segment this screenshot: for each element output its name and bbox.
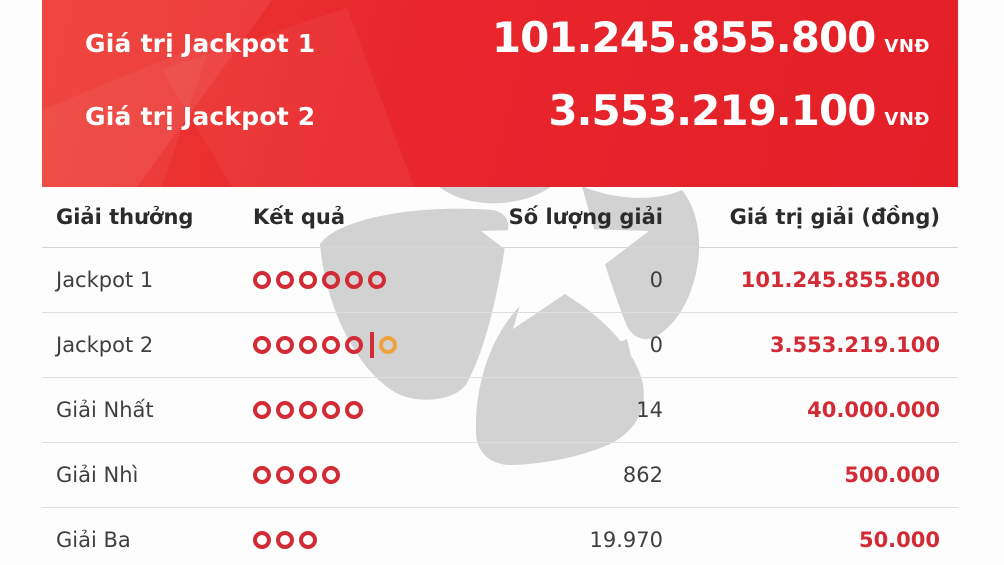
table-row-jackpot2: Jackpot 2 0 3.553.219.100 — [42, 313, 958, 378]
masked-number-ring-icon — [322, 466, 340, 484]
table-row-giai-ba: Giải Ba 19.970 50.000 — [42, 508, 958, 565]
masked-number-ring-icon — [299, 466, 317, 484]
jackpot1-value: 101.245.855.800 VNĐ — [491, 13, 930, 62]
header-result: Kết quả — [253, 205, 346, 229]
header-prize: Giải thưởng — [56, 205, 194, 229]
jackpot2-row: Giá trị Jackpot 2 3.553.219.100 VNĐ — [85, 86, 930, 135]
table-header-row: Giải thưởng Kết quả Số lượng giải Giá tr… — [42, 187, 958, 248]
result-circles — [253, 401, 503, 419]
masked-number-ring-icon — [253, 531, 271, 549]
prize-count: 14 — [636, 398, 663, 422]
header-value: Giá trị giải (đồng) — [729, 205, 940, 229]
jackpot2-currency: VNĐ — [884, 109, 930, 130]
prize-count: 0 — [649, 268, 663, 292]
masked-number-ring-icon — [276, 336, 294, 354]
header-count: Số lượng giải — [508, 205, 663, 229]
masked-number-ring-icon — [299, 531, 317, 549]
masked-number-ring-icon — [276, 401, 294, 419]
masked-number-ring-icon — [299, 271, 317, 289]
prize-name: Giải Nhất — [56, 398, 154, 422]
masked-number-ring-icon — [253, 336, 271, 354]
masked-number-ring-icon — [368, 271, 386, 289]
prize-value: 101.245.855.800 — [740, 268, 940, 292]
masked-number-ring-icon — [253, 401, 271, 419]
masked-number-ring-icon — [322, 336, 340, 354]
prize-count: 0 — [649, 333, 663, 357]
extra-number-divider-icon — [370, 332, 374, 358]
result-circles — [253, 332, 503, 358]
jackpot1-currency: VNĐ — [884, 36, 930, 57]
masked-number-ring-icon — [276, 531, 294, 549]
masked-number-ring-icon — [322, 401, 340, 419]
table-row-giai-nhat: Giải Nhất 14 40.000.000 — [42, 378, 958, 443]
result-circles — [253, 531, 503, 549]
masked-number-ring-icon — [299, 336, 317, 354]
prize-table: Giải thưởng Kết quả Số lượng giải Giá tr… — [42, 187, 958, 565]
masked-extra-number-ring-icon — [379, 336, 397, 354]
prize-value: 500.000 — [844, 463, 940, 487]
masked-number-ring-icon — [253, 271, 271, 289]
result-circles — [253, 466, 503, 484]
prize-name: Giải Nhì — [56, 463, 139, 487]
jackpot2-value: 3.553.219.100 VNĐ — [548, 86, 930, 135]
masked-number-ring-icon — [253, 466, 271, 484]
prize-value: 40.000.000 — [807, 398, 940, 422]
banner-facet-decoration-icon — [42, 0, 414, 187]
prize-count: 862 — [622, 463, 663, 487]
jackpot1-row: Giá trị Jackpot 1 101.245.855.800 VNĐ — [85, 13, 930, 62]
jackpot-banner: Giá trị Jackpot 1 101.245.855.800 VNĐ Giá… — [42, 0, 958, 187]
masked-number-ring-icon — [345, 336, 363, 354]
prize-count: 19.970 — [589, 528, 663, 552]
prize-name: Jackpot 1 — [56, 268, 154, 292]
masked-number-ring-icon — [299, 401, 317, 419]
masked-number-ring-icon — [345, 271, 363, 289]
vietlott-flower-watermark-icon — [320, 186, 700, 465]
jackpot1-label: Giá trị Jackpot 1 — [85, 29, 316, 58]
prize-name: Jackpot 2 — [56, 333, 154, 357]
masked-number-ring-icon — [276, 271, 294, 289]
masked-number-ring-icon — [322, 271, 340, 289]
masked-number-ring-icon — [276, 466, 294, 484]
masked-number-ring-icon — [345, 401, 363, 419]
result-circles — [253, 271, 503, 289]
prize-value: 50.000 — [858, 528, 940, 552]
jackpot2-label: Giá trị Jackpot 2 — [85, 102, 316, 131]
table-row-giai-nhi: Giải Nhì 862 500.000 — [42, 443, 958, 508]
prize-name: Giải Ba — [56, 528, 131, 552]
prize-value: 3.553.219.100 — [769, 333, 940, 357]
table-row-jackpot1: Jackpot 1 0 101.245.855.800 — [42, 248, 958, 313]
